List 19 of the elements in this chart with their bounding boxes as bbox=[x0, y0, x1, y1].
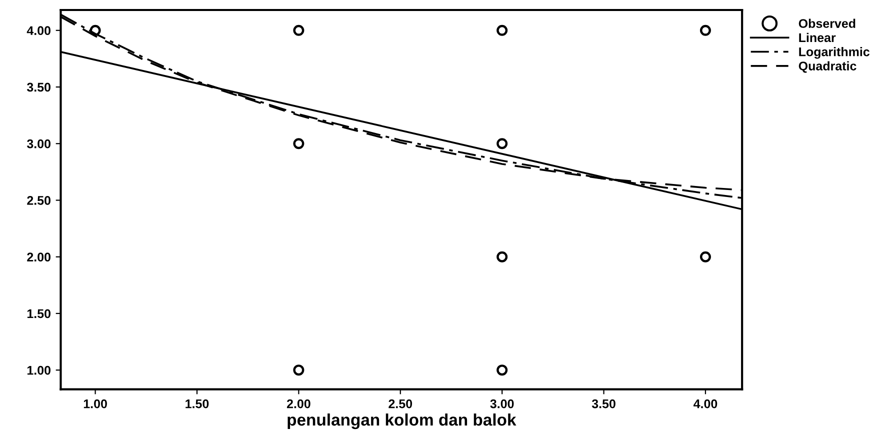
x-tick-label: 3.50 bbox=[592, 399, 616, 408]
y-tick-label: 1.00 bbox=[27, 366, 50, 375]
y-tick-label: 2.50 bbox=[27, 196, 50, 205]
x-tick-label: 4.00 bbox=[694, 399, 718, 408]
y-tick-label: 3.00 bbox=[26, 139, 50, 148]
x-tick-label: 1.50 bbox=[186, 399, 209, 408]
y-tick-label: 4.00 bbox=[26, 26, 50, 36]
x-tick-label: 2.50 bbox=[388, 399, 412, 408]
legend-label: Linear bbox=[799, 32, 836, 42]
x-tick-label: 1.00 bbox=[84, 399, 107, 408]
x-axis-title: penulangan kolom dan balok bbox=[288, 413, 516, 430]
legend-label: Quadratic bbox=[798, 61, 856, 73]
y-tick-label: 2.00 bbox=[27, 252, 50, 262]
x-tick-label: 2.00 bbox=[286, 399, 310, 408]
x-tick-label: 3.00 bbox=[490, 399, 514, 408]
legend-label: Logarithmic bbox=[799, 47, 870, 59]
y-tick-label: 1.50 bbox=[27, 309, 50, 318]
y-tick-label: 3.50 bbox=[26, 82, 50, 92]
legend-label: Observed bbox=[798, 18, 856, 28]
